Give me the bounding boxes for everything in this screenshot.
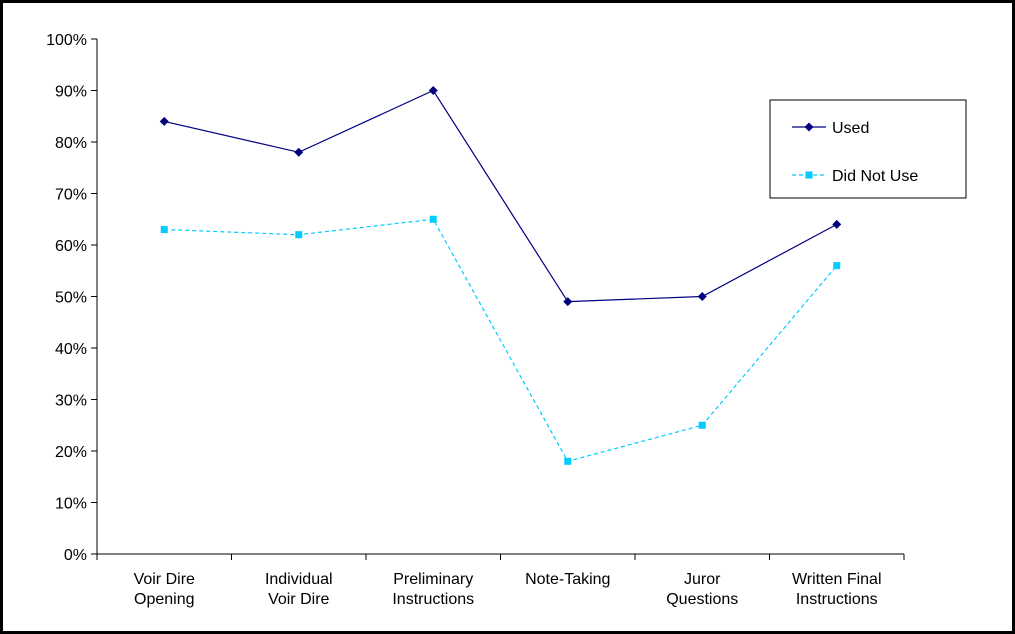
data-point (295, 231, 303, 239)
data-point (294, 147, 304, 157)
x-tick-label: Juror Questions (666, 571, 738, 608)
data-point (429, 215, 437, 223)
data-point (428, 86, 438, 95)
y-tick-label: 40% (55, 341, 87, 358)
legend-box (769, 99, 967, 199)
series-line (164, 218, 838, 463)
x-tick-label: Voir Dire Opening (134, 571, 195, 608)
data-point (698, 421, 706, 429)
x-tick-label-line: Individual (265, 571, 333, 588)
legend-label: Used (832, 120, 869, 137)
y-tick-label: 60% (55, 238, 87, 255)
x-tick-label-line: Juror (684, 571, 721, 588)
data-point (564, 457, 572, 465)
y-tick-label: 20% (55, 444, 87, 461)
x-tick-label: Written Final Instructions (792, 571, 882, 608)
data-point (563, 297, 573, 307)
legend-swatch-marker (805, 171, 813, 179)
x-tick-label-line: Note-Taking (525, 571, 610, 588)
y-tick-label: 10% (55, 496, 87, 513)
legend-entry: Did Not Use (792, 168, 918, 185)
data-point (159, 116, 169, 126)
series-2 (160, 215, 841, 465)
x-tick-label-line: Instructions (392, 591, 474, 608)
data-point (697, 292, 707, 301)
x-tick-label-line: Voir Dire (268, 591, 329, 608)
x-tick-label: Individual Voir Dire (265, 571, 333, 608)
legend: Used Did Not Use (769, 99, 967, 199)
legend-entry: Used (792, 120, 869, 137)
y-tick-label: 90% (55, 84, 87, 101)
series-layer (159, 86, 842, 465)
series-line (164, 89, 838, 303)
series-1 (159, 86, 842, 307)
x-tick-label-line: Instructions (796, 591, 878, 608)
x-tick-label-line: Written Final (792, 571, 882, 588)
data-point (833, 262, 841, 270)
y-tick-label: 30% (55, 393, 87, 410)
data-point (832, 219, 842, 229)
y-tick-label: 0% (64, 547, 87, 564)
legend-label: Did Not Use (832, 168, 918, 185)
x-tick-label-line: Opening (134, 591, 195, 608)
x-tick-label: Preliminary Instructions (392, 571, 474, 608)
y-tick-label: 100% (46, 32, 87, 49)
x-tick-label-line: Preliminary (393, 571, 473, 588)
legend-swatch-marker (804, 122, 814, 132)
y-tick-label: 50% (55, 290, 87, 307)
y-tick-label: 80% (55, 135, 87, 152)
x-tick-label: Note-Taking (525, 571, 610, 588)
y-tick-label: 70% (55, 187, 87, 204)
axes: 0% 10% 20% 30% 40% 50% 60% 70% 80% 90% 100% Voir Di… (46, 32, 905, 608)
data-point (160, 226, 168, 234)
x-tick-label-line: Questions (666, 591, 738, 608)
x-tick-label-line: Voir Dire (134, 571, 195, 588)
